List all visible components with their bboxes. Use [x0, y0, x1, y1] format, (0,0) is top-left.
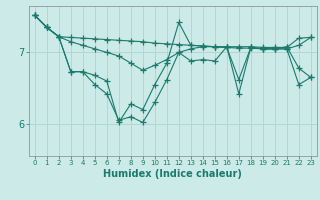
- X-axis label: Humidex (Indice chaleur): Humidex (Indice chaleur): [103, 169, 242, 179]
